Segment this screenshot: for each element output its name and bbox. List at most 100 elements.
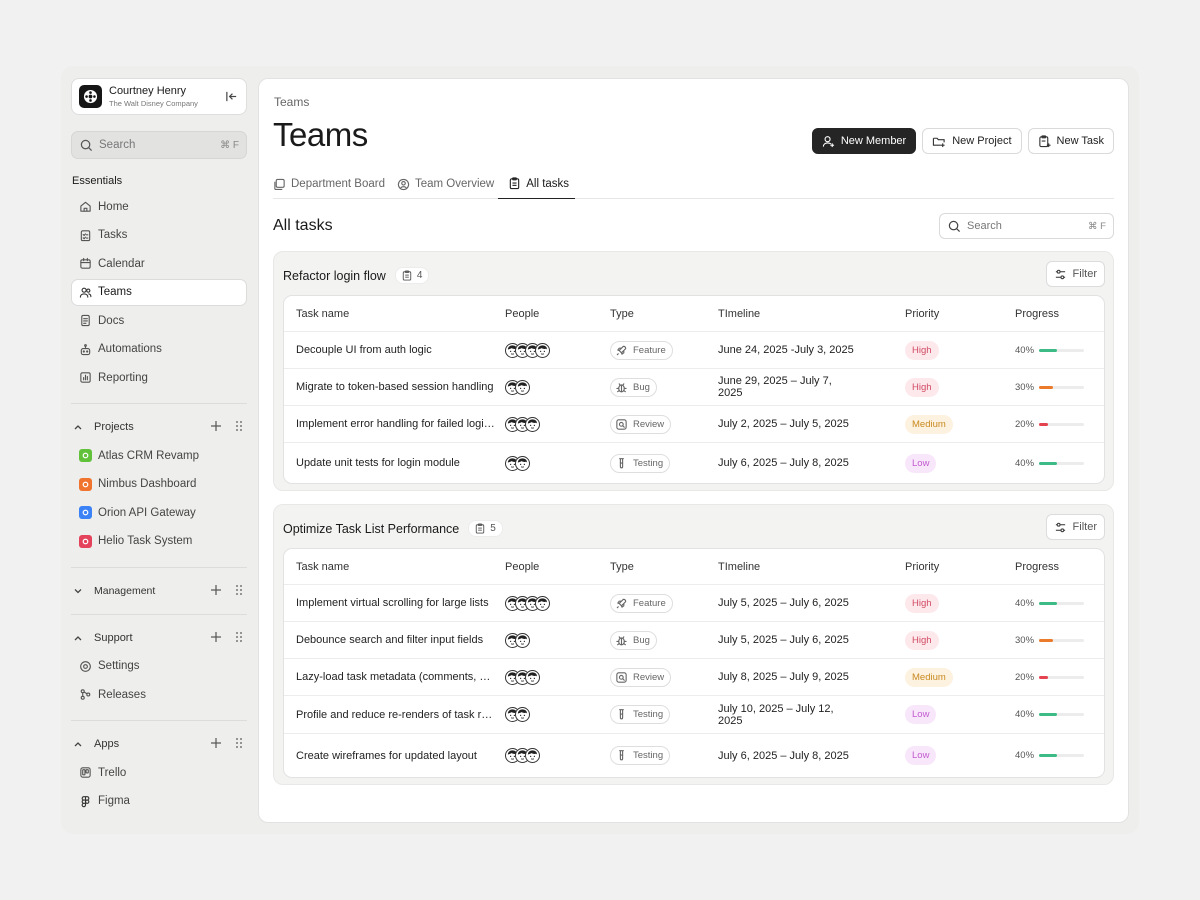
tab-department-board[interactable]: Department Board: [273, 171, 385, 199]
company-logo-icon: [79, 85, 102, 108]
sidebar-item-docs[interactable]: Docs: [71, 307, 247, 334]
avatar[interactable]: [515, 379, 530, 395]
task-name[interactable]: Lazy-load task metadata (comments, act..…: [296, 671, 504, 683]
table-row[interactable]: Debounce search and filter input fields …: [284, 622, 1104, 659]
column-header-timeline[interactable]: TImeline: [718, 307, 761, 320]
task-name[interactable]: Migrate to token-based session handling: [296, 381, 494, 393]
task-name[interactable]: Update unit tests for login module: [296, 457, 460, 469]
table-row[interactable]: Create wireframes for updated layout Tes…: [284, 734, 1104, 777]
new-member-button[interactable]: New Member: [811, 128, 917, 154]
type-chip: Testing: [610, 746, 671, 765]
new-project-button[interactable]: New Project: [922, 128, 1022, 154]
account-switcher[interactable]: Courtney Henry The Walt Disney Company: [71, 78, 247, 115]
avatar[interactable]: [515, 632, 530, 648]
support-title: Support: [94, 631, 133, 644]
sidebar-item-label: Figma: [98, 795, 130, 807]
filter-button[interactable]: Filter: [1045, 514, 1105, 540]
progress-cell: 40%: [1015, 750, 1104, 761]
column-header-task-name[interactable]: Task name: [296, 560, 350, 573]
sidebar-item-calendar[interactable]: Calendar: [71, 250, 247, 277]
priority-low-badge: Low: [905, 705, 937, 724]
drag-handle-icon[interactable]: [234, 584, 244, 599]
collapse-sidebar-icon[interactable]: [225, 90, 238, 106]
add-support-icon[interactable]: [210, 631, 222, 646]
avatar[interactable]: [515, 707, 530, 722]
table-row[interactable]: Profile and reduce re-renders of task ro…: [284, 696, 1104, 734]
chevron-up-icon[interactable]: [73, 739, 85, 749]
projects-header[interactable]: Projects: [71, 416, 247, 438]
task-name[interactable]: Debounce search and filter input fields: [296, 634, 484, 646]
sidebar-item-teams[interactable]: Teams: [71, 278, 247, 306]
avatar[interactable]: [525, 748, 540, 763]
task-name[interactable]: Implement error handling for failed logi…: [296, 418, 496, 430]
sidebar-item-home[interactable]: Home: [71, 193, 247, 220]
column-header-timeline[interactable]: TImeline: [718, 560, 761, 573]
support-header[interactable]: Support: [71, 627, 247, 649]
task-name[interactable]: Decouple UI from auth logic: [296, 344, 432, 356]
add-project-icon[interactable]: [210, 420, 222, 435]
sidebar-search[interactable]: Search ⌘ F: [71, 131, 247, 159]
avatar[interactable]: [525, 416, 540, 432]
table-row[interactable]: Decouple UI from auth logic Feature June…: [284, 332, 1104, 369]
column-header-progress[interactable]: Progress: [1015, 307, 1060, 320]
column-header-people[interactable]: People: [505, 560, 540, 573]
task-name[interactable]: Implement virtual scrolling for large li…: [296, 597, 489, 609]
avatar[interactable]: [535, 595, 550, 611]
avatar[interactable]: [525, 669, 540, 685]
people-avatars: [505, 707, 610, 722]
sidebar-item-settings[interactable]: Settings: [71, 653, 247, 680]
type-chip: Review: [610, 414, 672, 434]
management-header[interactable]: Management: [71, 580, 247, 602]
chevron-up-icon[interactable]: [73, 422, 85, 432]
table-row[interactable]: Implement virtual scrolling for large li…: [284, 585, 1104, 622]
chevron-down-icon[interactable]: [73, 586, 85, 596]
table-header-row: Task name People Type TImeline Priority …: [284, 296, 1104, 332]
new-task-button[interactable]: New Task: [1027, 128, 1114, 154]
table-row[interactable]: Migrate to token-based session handling …: [284, 369, 1104, 406]
sidebar-item-reporting[interactable]: Reporting: [71, 364, 247, 391]
table-row[interactable]: Implement error handling for failed logi…: [284, 406, 1104, 443]
filter-button[interactable]: Filter: [1045, 261, 1105, 287]
project-label: Atlas CRM Revamp: [98, 449, 199, 462]
progress-cell: 40%: [1015, 345, 1104, 356]
column-header-progress[interactable]: Progress: [1015, 560, 1060, 573]
drag-handle-icon[interactable]: [234, 631, 244, 646]
task-name[interactable]: Create wireframes for updated layout: [296, 749, 477, 762]
add-app-icon[interactable]: [210, 737, 222, 752]
apps-header[interactable]: Apps: [71, 733, 247, 755]
sidebar-item-automations[interactable]: Automations: [71, 336, 247, 363]
sidebar-project-orion-api-gateway[interactable]: Orion API Gateway: [71, 499, 247, 526]
column-header-type[interactable]: Type: [610, 560, 634, 573]
sidebar-project-atlas-crm-revamp[interactable]: Atlas CRM Revamp: [71, 442, 247, 469]
sidebar-item-trello[interactable]: Trello: [71, 759, 247, 786]
task-search-input[interactable]: Search ⌘ F: [939, 213, 1114, 239]
progress-bar: [1039, 638, 1084, 642]
drag-handle-icon[interactable]: [234, 420, 244, 435]
tab-team-overview[interactable]: Team Overview: [397, 171, 494, 199]
progress-bar: [1039, 461, 1084, 465]
column-header-priority[interactable]: Priority: [905, 560, 940, 573]
sidebar-item-tasks[interactable]: Tasks: [71, 222, 247, 249]
type-label: Review: [633, 671, 665, 683]
avatar[interactable]: [535, 342, 550, 358]
avatar[interactable]: [515, 455, 530, 471]
sidebar-item-releases[interactable]: Releases: [71, 681, 247, 708]
drag-handle-icon[interactable]: [234, 737, 244, 752]
add-management-icon[interactable]: [210, 584, 222, 599]
review-icon: [615, 671, 628, 684]
table-row[interactable]: Lazy-load task metadata (comments, act..…: [284, 659, 1104, 696]
sidebar-project-helio-task-system[interactable]: Helio Task System: [71, 528, 247, 555]
sidebar-project-nimbus-dashboard[interactable]: Nimbus Dashboard: [71, 471, 247, 498]
tab-label: All tasks: [526, 177, 570, 190]
table-row[interactable]: Update unit tests for login module Testi…: [284, 443, 1104, 483]
sidebar-item-figma[interactable]: Figma: [71, 788, 247, 815]
task-name[interactable]: Profile and reduce re-renders of task ro…: [296, 708, 501, 721]
breadcrumb[interactable]: Teams: [274, 95, 310, 109]
column-header-people[interactable]: People: [505, 307, 540, 320]
chevron-up-icon[interactable]: [73, 633, 85, 643]
automations-icon: [79, 343, 92, 356]
column-header-task-name[interactable]: Task name: [296, 307, 350, 320]
column-header-type[interactable]: Type: [610, 307, 634, 320]
column-header-priority[interactable]: Priority: [905, 307, 940, 320]
tab-all-tasks[interactable]: All tasks: [498, 171, 576, 199]
